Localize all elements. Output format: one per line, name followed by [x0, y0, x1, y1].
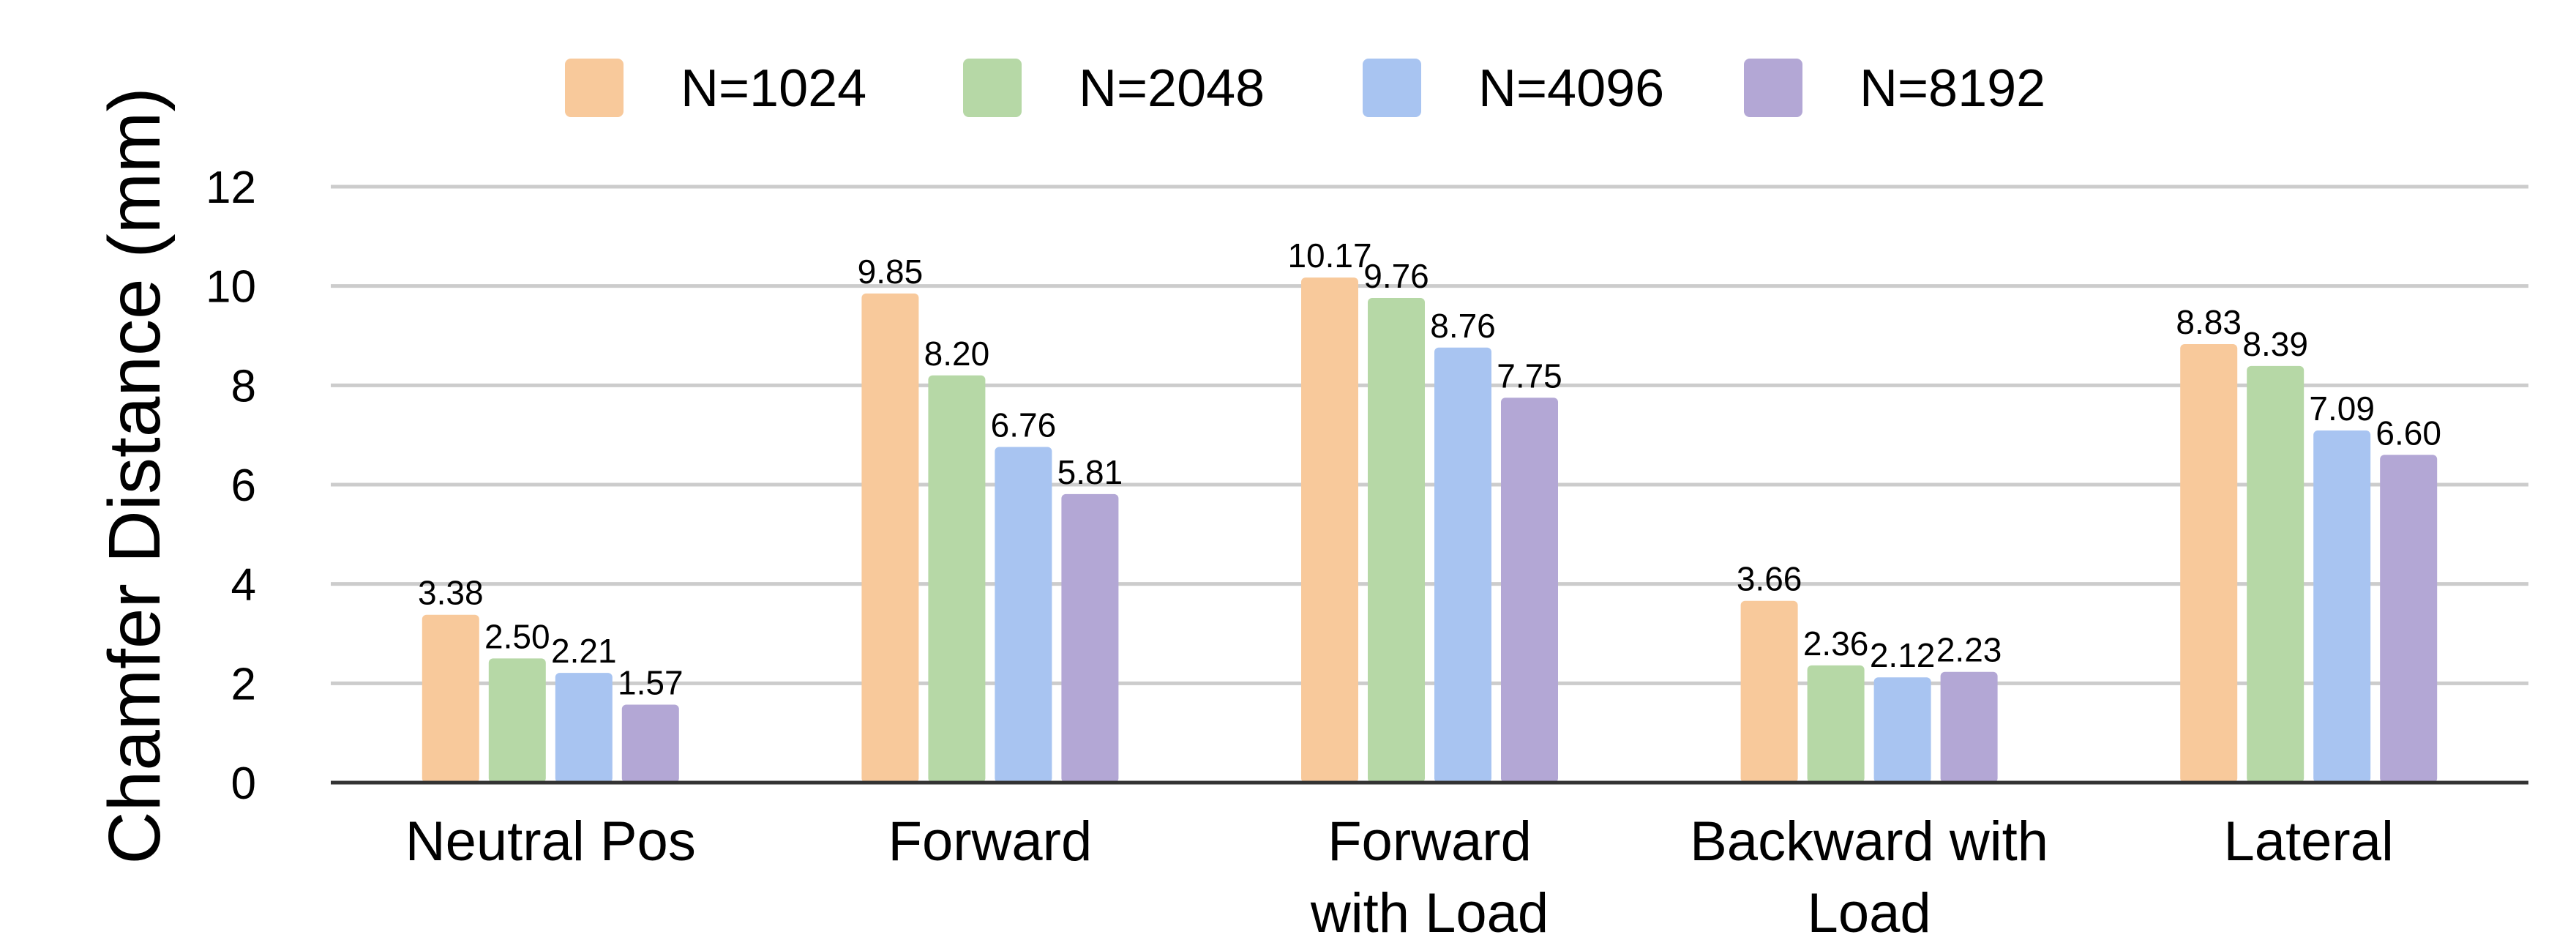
data-label: 2.36	[1803, 624, 1869, 663]
bars	[422, 277, 2438, 783]
legend-label: N=1024	[681, 59, 866, 118]
data-label: 2.50	[484, 617, 550, 655]
bar	[1807, 665, 1865, 783]
data-labels: 3.38 9.85 10.17 3.66 8.83 2.50 8.20 9.76 2.36 8.3…	[418, 236, 2441, 701]
bar	[1873, 677, 1931, 783]
y-axis-ticks: 0 2 4 6 8 10 12	[206, 163, 256, 809]
bar	[1940, 671, 1998, 783]
y-tick-label: 10	[206, 262, 256, 313]
bar	[2313, 430, 2371, 783]
data-label: 10.17	[1287, 236, 1371, 275]
x-tick-label: Load	[1808, 882, 1931, 944]
data-label: 2.12	[1870, 636, 1936, 674]
data-label: 6.60	[2375, 414, 2441, 452]
data-label: 9.85	[858, 253, 924, 291]
y-tick-label: 6	[231, 460, 256, 511]
bar	[861, 293, 919, 783]
bar	[928, 375, 986, 783]
bar	[1368, 297, 1425, 783]
data-label: 2.21	[551, 632, 617, 670]
legend: N=1024 N=2048 N=4096 N=8192	[565, 59, 2045, 118]
data-label: 1.57	[618, 664, 684, 702]
data-label: 9.76	[1363, 257, 1429, 295]
y-tick-label: 2	[231, 659, 256, 709]
bar	[1501, 398, 1558, 783]
bar	[422, 614, 479, 783]
legend-label: N=2048	[1079, 59, 1265, 118]
legend-swatch	[963, 59, 1022, 117]
legend-swatch	[1744, 59, 1802, 117]
y-tick-label: 12	[206, 163, 256, 213]
x-tick-label: Forward	[1328, 810, 1532, 873]
legend-swatch	[565, 59, 624, 117]
data-label: 8.39	[2242, 325, 2308, 363]
x-tick-label: Neutral Pos	[405, 810, 696, 873]
data-label: 7.75	[1497, 357, 1562, 395]
x-tick-label: Lateral	[2224, 810, 2394, 873]
bar	[1301, 277, 1358, 783]
bar	[995, 447, 1052, 783]
bar	[2180, 344, 2238, 783]
data-label: 6.76	[991, 406, 1057, 444]
y-tick-label: 4	[231, 560, 256, 611]
bar	[2380, 455, 2438, 783]
y-tick-label: 8	[231, 361, 256, 411]
data-label: 7.09	[2309, 389, 2375, 428]
bar	[621, 704, 679, 783]
data-label: 3.66	[1737, 560, 1802, 598]
bar	[1740, 600, 1798, 783]
bar	[1434, 347, 1491, 783]
bar	[1061, 493, 1119, 783]
x-tick-label: Backward with	[1690, 810, 2048, 873]
legend-label: N=4096	[1478, 59, 1664, 118]
x-axis-ticks: Neutral Pos Forward Forward with Load Backwa…	[405, 810, 2394, 944]
x-tick-label: Forward	[888, 810, 1093, 873]
data-label: 5.81	[1057, 453, 1123, 491]
legend-label: N=8192	[1860, 59, 2045, 118]
data-label: 2.23	[1936, 631, 2002, 669]
bar	[488, 658, 546, 783]
bar	[555, 673, 613, 783]
legend-swatch	[1363, 59, 1421, 117]
data-label: 3.38	[418, 574, 484, 612]
gridlines	[331, 184, 2528, 685]
x-tick-label: with Load	[1310, 882, 1549, 944]
data-label: 8.76	[1430, 307, 1496, 345]
data-label: 8.20	[924, 335, 990, 373]
y-tick-label: 0	[231, 758, 256, 809]
y-axis-label: Chamfer Distance (mm)	[94, 87, 176, 864]
data-label: 8.83	[2176, 303, 2242, 341]
bar	[2247, 365, 2304, 783]
